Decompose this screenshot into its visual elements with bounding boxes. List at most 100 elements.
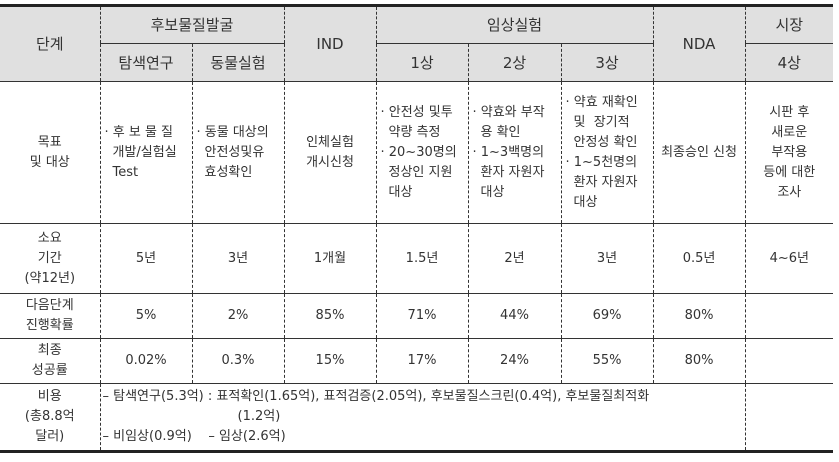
cell-line: 시판 후: [769, 104, 810, 120]
cell-line: 인체실험: [306, 134, 354, 150]
cell-line: · 1~5천명의: [565, 154, 638, 170]
cell-line: · 약효와 부작: [472, 104, 545, 120]
cell-line: Test: [112, 164, 139, 180]
cell-line: 효성확인: [204, 164, 253, 180]
goal-phase2: · 약효와 부작 용 확인 · 1~3백명의 환자 자원자 대상: [467, 81, 561, 224]
cell-line: 및 장기적: [573, 114, 630, 130]
duration-phase3: 3년: [560, 223, 654, 294]
next-prob-animal: 2%: [191, 293, 284, 339]
label-line: 기간: [37, 250, 62, 266]
final-success-phase1: 17%: [375, 338, 468, 384]
next-prob-exploration: 5%: [99, 293, 192, 339]
drug-development-table-wrapper: 단계 후보물질발굴 IND 임상실험 NDA 시장 탐색연구 동물실험 1상 2…: [0, 4, 834, 453]
next-prob-phase3: 69%: [560, 293, 654, 339]
goal-phase1: · 안전성 및투 약량 측정 · 20~30명의 정상인 지원 대상: [375, 81, 468, 224]
cell-line: · 동물 대상의: [196, 124, 269, 140]
cell-line: 조사: [777, 184, 802, 200]
label-line: 성공률: [31, 363, 68, 378]
label-line: (총8.8억: [24, 409, 75, 424]
row-label-cost: 비용 (총8.8억 달러): [0, 384, 100, 452]
duration-exploration: 5년: [99, 223, 192, 294]
label-line: 달러): [35, 429, 65, 444]
header-ind: IND: [283, 5, 376, 82]
goal-ind: 인체실험 개시신청: [283, 81, 376, 224]
row-label-duration: 소요 기간 (약12년): [0, 223, 100, 294]
label-line: 다음단계: [25, 298, 74, 313]
header-discovery: 후보물질발굴: [99, 5, 284, 44]
goal-phase3: · 약효 재확인 및 장기적 안정성 확인 · 1~5천명의 환자 자원자 대상: [560, 81, 654, 224]
cell-line: 정상인 지원: [388, 164, 453, 180]
table-row-goal: 목표 및 대상 · 후 보 물 질 개발/실험실 Test · 동물 대상의 안…: [0, 81, 834, 224]
final-success-nda: 80%: [652, 338, 746, 384]
table-row-duration: 소요 기간 (약12년) 5년 3년 1개월 1.5년 2년 3년 0.5년 4…: [0, 223, 834, 294]
header-clinical: 임상실험: [375, 5, 654, 44]
cell-line: 환자 자원자: [480, 164, 545, 180]
final-success-market: [744, 338, 834, 384]
duration-market: 4~6년: [744, 223, 834, 294]
label-line: 비용: [37, 389, 62, 404]
header-animal: 동물실험: [191, 43, 284, 82]
cell-line: 부작용: [771, 144, 808, 160]
final-success-animal: 0.3%: [191, 338, 284, 384]
cost-line: – 탐색연구(5.3억) : 표적확인(1.65억), 표적검증(2.05억),…: [102, 389, 650, 404]
label-line: 진행확률: [25, 318, 74, 333]
header-phase2: 2상: [467, 43, 561, 82]
goal-exploration: · 후 보 물 질 개발/실험실 Test: [99, 81, 192, 224]
cell-line: · 1~3백명의: [472, 144, 545, 160]
cell-line: · 약효 재확인: [565, 94, 638, 110]
header-phase4: 4상: [744, 43, 834, 82]
cell-line: 용 확인: [480, 124, 521, 140]
label-line: 소요: [37, 230, 62, 246]
duration-animal: 3년: [191, 223, 284, 294]
goal-nda: 최종승인 신청: [652, 81, 746, 224]
cell-line: 등에 대한: [763, 164, 816, 180]
final-success-phase3: 55%: [560, 338, 654, 384]
cell-line: 대상: [480, 184, 505, 200]
row-label-goal: 목표 및 대상: [0, 81, 100, 224]
row-label-final-success: 최종 성공률: [0, 338, 100, 384]
label-line: 목표: [37, 134, 62, 150]
header-phase1: 1상: [375, 43, 468, 82]
goal-animal: · 동물 대상의 안전성및유 효성확인: [191, 81, 284, 224]
final-success-phase2: 24%: [467, 338, 561, 384]
cell-line: · 후 보 물 질: [104, 124, 174, 140]
cell-line: 새로운: [771, 124, 808, 140]
next-prob-ind: 85%: [283, 293, 376, 339]
cell-line: 약량 측정: [388, 124, 441, 140]
cell-line: · 20~30명의: [380, 144, 457, 160]
next-prob-nda: 80%: [652, 293, 746, 339]
cost-line: (1.2억): [237, 409, 281, 424]
duration-nda: 0.5년: [652, 223, 746, 294]
header-market: 시장: [744, 5, 834, 44]
cell-line: 대상: [573, 194, 598, 210]
table-row-final-success: 최종 성공률 0.02% 0.3% 15% 17% 24% 55% 80%: [0, 338, 834, 384]
cell-line: 안정성 확인: [573, 134, 638, 150]
cost-market: [744, 383, 834, 452]
header-exploration: 탐색연구: [99, 43, 192, 82]
cell-line: 개시신청: [306, 154, 354, 170]
final-success-exploration: 0.02%: [99, 338, 192, 384]
cost-line: – 비임상(0.9억) – 임상(2.6억): [102, 429, 286, 444]
cell-line: 대상: [388, 184, 413, 200]
goal-market: 시판 후 새로운 부작용 등에 대한 조사: [744, 81, 834, 224]
next-prob-phase2: 44%: [467, 293, 561, 339]
cell-line: 안전성및유: [204, 144, 265, 160]
drug-development-stages-table: 단계 후보물질발굴 IND 임상실험 NDA 시장 탐색연구 동물실험 1상 2…: [0, 4, 834, 453]
cell-line: 환자 자원자: [573, 174, 638, 190]
label-line: 최종: [37, 343, 62, 358]
label-line: 및 대상: [29, 154, 70, 170]
duration-phase2: 2년: [467, 223, 561, 294]
cost-breakdown: – 탐색연구(5.3억) : 표적확인(1.65억), 표적검증(2.05억),…: [99, 383, 746, 452]
cell-line: · 안전성 및투: [380, 104, 453, 120]
cell-line: 개발/실험실: [112, 144, 177, 160]
label-line: (약12년): [24, 270, 76, 286]
duration-ind: 1개월: [283, 223, 376, 294]
row-label-next-prob: 다음단계 진행확률: [0, 293, 100, 339]
header-phase3: 3상: [560, 43, 654, 82]
duration-phase1: 1.5년: [375, 223, 468, 294]
table-row-next-prob: 다음단계 진행확률 5% 2% 85% 71% 44% 69% 80%: [0, 293, 834, 339]
header-stage: 단계: [0, 5, 100, 82]
table-row-cost: 비용 (총8.8억 달러) – 탐색연구(5.3억) : 표적확인(1.65억)…: [0, 383, 834, 452]
next-prob-market: [744, 293, 834, 339]
next-prob-phase1: 71%: [375, 293, 468, 339]
